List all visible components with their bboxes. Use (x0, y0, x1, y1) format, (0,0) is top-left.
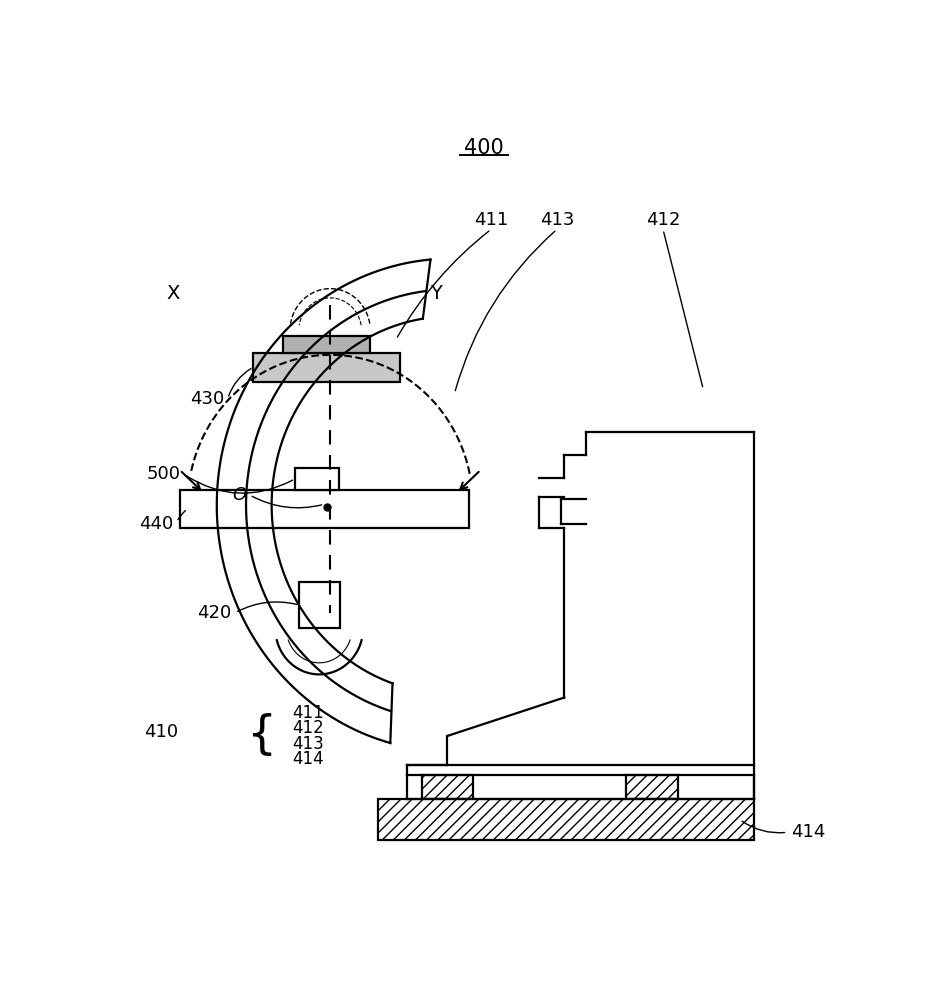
Text: 400: 400 (464, 138, 504, 158)
Bar (180, 490, 469, 528)
Bar (295, 468, 339, 490)
Text: {: { (245, 714, 276, 758)
Text: 440: 440 (139, 515, 173, 533)
Bar (422, 774, 473, 799)
Bar (282, 336, 370, 353)
Text: 410: 410 (143, 723, 178, 741)
Text: 430: 430 (190, 390, 224, 408)
Bar (378, 799, 754, 840)
Text: 420: 420 (197, 604, 231, 622)
Bar (253, 353, 399, 382)
Text: 500: 500 (146, 465, 180, 483)
Text: X: X (166, 284, 179, 303)
Bar (299, 582, 340, 628)
Text: 412: 412 (292, 719, 324, 737)
Text: 414: 414 (791, 823, 825, 841)
Text: 414: 414 (292, 750, 324, 768)
Text: 412: 412 (646, 211, 681, 229)
Text: 413: 413 (292, 735, 324, 753)
Text: 411: 411 (474, 211, 508, 229)
Bar (627, 774, 678, 799)
Text: 411: 411 (292, 704, 324, 722)
Text: O: O (232, 486, 246, 504)
Text: 413: 413 (540, 211, 574, 229)
Text: Y: Y (430, 284, 442, 303)
